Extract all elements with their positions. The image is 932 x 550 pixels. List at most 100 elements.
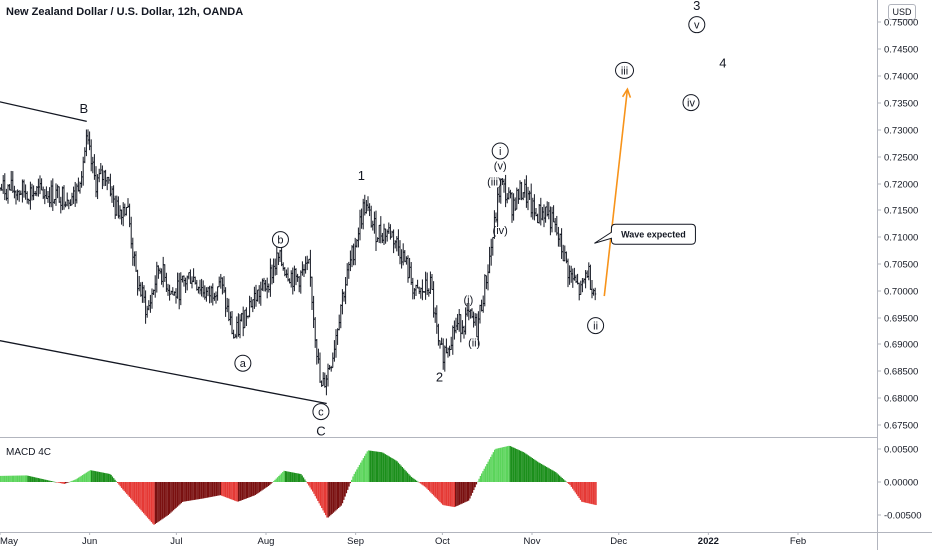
ohlc-bar (419, 287, 422, 299)
ohlc-bar (274, 258, 277, 276)
ohlc-bar (536, 213, 539, 224)
macd-bar (270, 482, 272, 484)
trendlines (0, 101, 327, 405)
ohlc-bar (579, 280, 582, 295)
ohlc-bar (491, 236, 494, 256)
macd-bar (595, 482, 597, 506)
macd-bar (431, 482, 433, 495)
macd-bar (382, 452, 384, 482)
macd-bar (156, 482, 158, 524)
macd-bar (143, 482, 145, 514)
ohlc-bar (333, 340, 336, 362)
macd-bar (587, 482, 589, 504)
ohlc-bar (431, 274, 433, 291)
macd-bar (309, 482, 311, 488)
ohlc-bar (11, 171, 14, 193)
macd-bar (101, 472, 103, 482)
macd-bar (453, 482, 455, 508)
wave-label: a (234, 354, 252, 372)
macd-bar (267, 482, 270, 487)
macd-bar (540, 463, 543, 482)
macd-bar (527, 455, 530, 482)
time-axis[interactable]: May Jun Jul Aug Sep Oct Nov Dec 2022 Feb (0, 532, 806, 547)
macd-bar (218, 482, 220, 496)
macd-bar (323, 482, 325, 513)
ohlc-bar (507, 187, 510, 200)
wave-label-circle (234, 354, 252, 372)
ohlc-bar (16, 189, 19, 201)
macd-bar (91, 470, 93, 482)
macd-bar (487, 461, 489, 482)
macd-bar (139, 482, 141, 509)
macd-bar (85, 472, 88, 482)
ohlc-bar (458, 309, 461, 332)
ohlc-bar (235, 316, 238, 339)
ohlc-bar (255, 284, 257, 307)
macd-bar (18, 475, 20, 482)
macd-bar (301, 475, 303, 482)
macd-bar (556, 473, 558, 482)
macd-axis[interactable]: 0.00500 0.00000 -0.00500 (877, 445, 922, 522)
macd-bar (565, 481, 567, 483)
macd-bar (590, 482, 592, 504)
ohlc-bar (392, 229, 395, 254)
ohlc-bar (573, 267, 576, 281)
ohlc-bar (83, 147, 86, 164)
ohlc-bar (151, 288, 153, 309)
macd-bar (347, 482, 349, 490)
macd-bar (562, 479, 565, 482)
macd-bar (570, 482, 572, 487)
macd-bar (395, 460, 397, 482)
macd-bar (57, 482, 59, 483)
macd-bar (130, 482, 132, 499)
ohlc-bar (3, 173, 6, 201)
macd-bar (339, 482, 341, 507)
macd-bar (14, 475, 16, 482)
ohlc-bar (114, 195, 117, 220)
macd-bar (292, 472, 294, 482)
ohlc-bar (285, 269, 288, 278)
trendline-lower (0, 340, 327, 405)
macd-bar (119, 482, 121, 487)
macd-bar (133, 482, 136, 503)
ohlc-bar (523, 179, 526, 198)
macd-bar (100, 472, 102, 482)
ohlc-bar (578, 282, 581, 301)
macd-bar (205, 482, 207, 498)
ohlc-bar (475, 313, 478, 338)
macd-bar (237, 482, 240, 502)
macd-bar (436, 482, 439, 500)
ohlc-bar (487, 264, 489, 291)
macd-bar (312, 482, 314, 492)
macd-bar (120, 482, 123, 488)
macd-bar (224, 482, 227, 498)
ohlc-bar (146, 305, 149, 318)
ohlc-bar (2, 175, 5, 194)
macd-bar (78, 477, 80, 482)
macd-bar (369, 450, 371, 482)
ohlc-bar (448, 345, 451, 357)
currency-badge[interactable]: USD (888, 4, 916, 20)
macd-bar (444, 482, 446, 506)
macd-bar (98, 471, 101, 482)
macd-bar (348, 482, 350, 487)
wave-label-text: (iii) (487, 177, 502, 189)
macd-indicator-title[interactable]: MACD 4C (6, 447, 52, 458)
wave-label-text: a (240, 358, 247, 370)
macd-bar (462, 482, 465, 504)
macd-bar (555, 472, 557, 482)
ohlc-bar (239, 314, 241, 339)
wave-label: iii (615, 61, 635, 79)
ohlc-bar (291, 267, 294, 295)
macd-bar (273, 481, 275, 482)
macd-bar (154, 482, 156, 524)
price-axis[interactable]: 0.75000 0.74500 0.74000 0.73500 0.73000 0.725… (877, 18, 918, 432)
macd-bar (408, 474, 410, 482)
macd-bar (417, 481, 419, 483)
macd-bar (518, 450, 520, 482)
macd-bar (37, 478, 39, 482)
ohlc-bar (117, 196, 120, 219)
ohlc-bar (271, 264, 273, 285)
macd-bar (474, 482, 476, 488)
